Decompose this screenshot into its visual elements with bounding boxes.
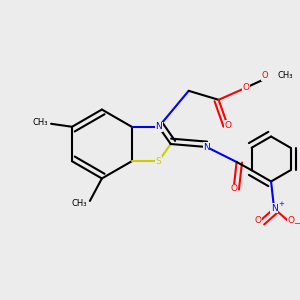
- Text: CH₃: CH₃: [71, 200, 87, 208]
- Text: N: N: [203, 142, 210, 152]
- Text: O: O: [287, 216, 294, 225]
- Text: S: S: [156, 157, 162, 166]
- Text: −: −: [293, 219, 300, 228]
- Text: O: O: [254, 216, 261, 225]
- Text: O: O: [262, 71, 268, 80]
- Text: O: O: [242, 83, 249, 92]
- Text: O: O: [224, 121, 231, 130]
- Text: CH₃: CH₃: [33, 118, 48, 127]
- Text: CH₃: CH₃: [277, 71, 292, 80]
- Text: N: N: [155, 122, 162, 131]
- Text: +: +: [279, 201, 284, 207]
- Text: N: N: [271, 204, 278, 213]
- Text: O: O: [230, 184, 237, 194]
